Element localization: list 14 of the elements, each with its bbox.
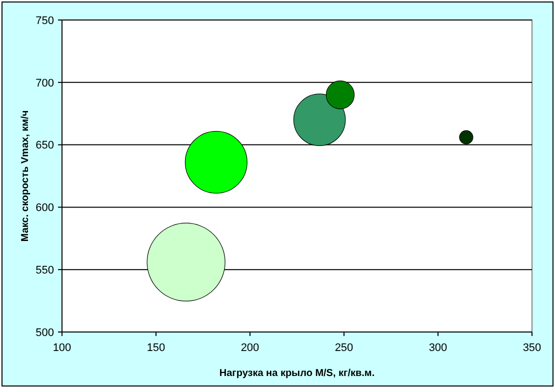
y-tick-label: 700 [36,77,54,90]
x-tick-label: 300 [428,342,448,354]
y-tick-label: 750 [36,14,54,27]
x-axis-title: Нагрузка на крыло M/S, кг/кв.м. [219,368,375,379]
x-tick-label: 150 [146,342,166,354]
y-tick-label: 550 [36,264,54,276]
x-tick-label: 250 [334,342,354,354]
x-tick-label: 100 [52,342,72,354]
x-tick-label: 200 [240,342,260,354]
y-tick-label: 650 [36,140,54,152]
y-axis-title: Макс. скорость Vmax, км/ч [20,110,31,242]
y-tick-label: 500 [36,326,54,339]
x-tick-label: 350 [522,342,542,354]
y-tick-label: 600 [36,202,54,214]
